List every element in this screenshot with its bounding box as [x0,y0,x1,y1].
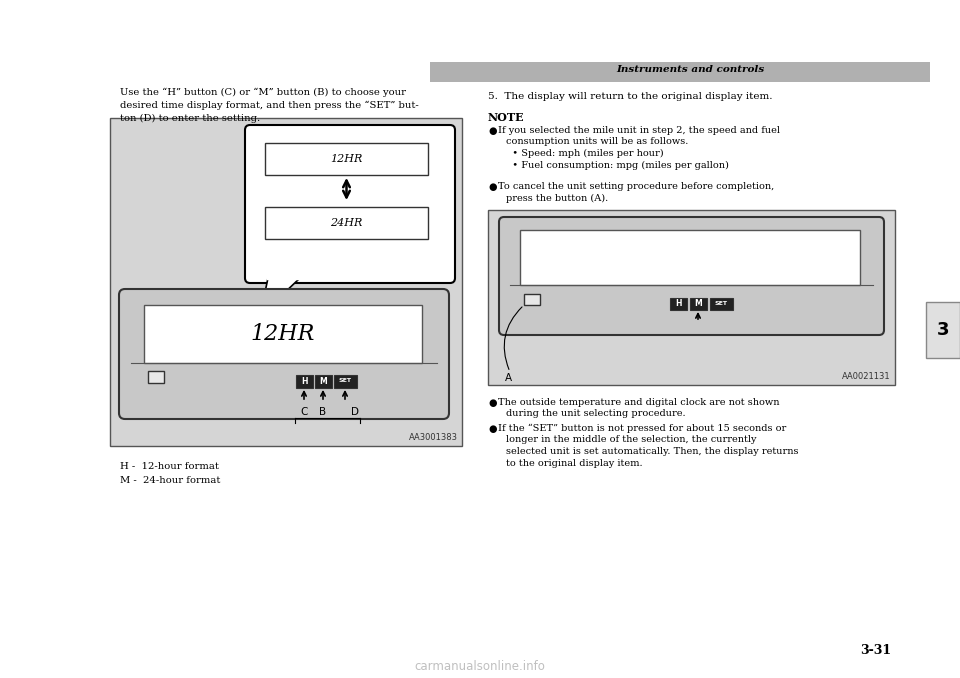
FancyBboxPatch shape [119,289,449,419]
Text: ●: ● [488,398,496,408]
Text: NOTE: NOTE [488,112,524,123]
Bar [265,143,428,175]
Polygon shape [260,278,300,316]
Text: AA0021131: AA0021131 [842,372,891,381]
Text: ●: ● [488,126,496,136]
Bar [488,210,895,385]
Text: carmanualsonline.info: carmanualsonline.info [415,660,545,673]
FancyBboxPatch shape [315,374,331,388]
Text: H -  12-hour format: H - 12-hour format [120,462,219,471]
Bar [110,118,462,446]
Text: If the “SET” button is not pressed for about 15 seconds or: If the “SET” button is not pressed for a… [498,424,786,433]
Text: B: B [320,407,326,417]
Text: ●: ● [488,424,496,434]
Text: SET: SET [714,301,728,306]
Text: ton (D) to enter the setting.: ton (D) to enter the setting. [120,114,260,123]
Text: If you selected the mile unit in step 2, the speed and fuel: If you selected the mile unit in step 2,… [498,126,780,135]
Bar [520,230,860,285]
Text: M -  24-hour format: M - 24-hour format [120,476,221,485]
Bar [144,305,422,363]
Text: 12HR: 12HR [330,154,363,164]
Text: AA3001383: AA3001383 [409,433,458,442]
Text: 24HR: 24HR [330,218,363,228]
Text: 12HR: 12HR [251,323,315,345]
Bar [926,302,960,358]
Text: Use the “H” button (C) or “M” button (B) to choose your: Use the “H” button (C) or “M” button (B)… [120,88,406,98]
FancyBboxPatch shape [245,125,455,283]
Text: H: H [300,376,307,386]
Text: A: A [504,373,512,383]
Bar [430,62,930,82]
Text: M: M [319,376,326,386]
FancyBboxPatch shape [689,298,707,309]
Text: The outside temperature and digital clock are not shown: The outside temperature and digital cloc… [498,398,780,407]
Text: consumption units will be as follows.: consumption units will be as follows. [506,138,688,146]
Text: 3: 3 [937,321,949,339]
Text: press the button (A).: press the button (A). [506,193,609,203]
Text: 5.  The display will return to the original display item.: 5. The display will return to the origin… [488,92,773,101]
FancyBboxPatch shape [499,217,884,335]
Text: longer in the middle of the selection, the currently: longer in the middle of the selection, t… [506,435,756,445]
FancyBboxPatch shape [669,298,686,309]
Bar [524,294,540,305]
Text: M: M [694,299,702,308]
Text: to the original display item.: to the original display item. [506,458,642,468]
FancyBboxPatch shape [709,298,732,309]
Text: • Fuel consumption: mpg (miles per gallon): • Fuel consumption: mpg (miles per gallo… [506,161,729,170]
Text: selected unit is set automatically. Then, the display returns: selected unit is set automatically. Then… [506,447,799,456]
Text: To cancel the unit setting procedure before completion,: To cancel the unit setting procedure bef… [498,182,775,191]
Text: D: D [351,407,359,417]
Text: C: C [300,407,308,417]
Text: ●: ● [488,182,496,192]
Text: • Speed: mph (miles per hour): • Speed: mph (miles per hour) [506,149,663,158]
Text: desired time display format, and then press the “SET” but-: desired time display format, and then pr… [120,101,419,111]
Text: during the unit selecting procedure.: during the unit selecting procedure. [506,410,685,418]
Bar [148,371,164,383]
Text: SET: SET [339,378,351,384]
Bar [265,207,428,239]
FancyBboxPatch shape [296,374,313,388]
Text: H: H [675,299,682,308]
FancyBboxPatch shape [333,374,356,388]
Text: Instruments and controls: Instruments and controls [616,64,764,73]
Text: 3-31: 3-31 [860,643,892,656]
